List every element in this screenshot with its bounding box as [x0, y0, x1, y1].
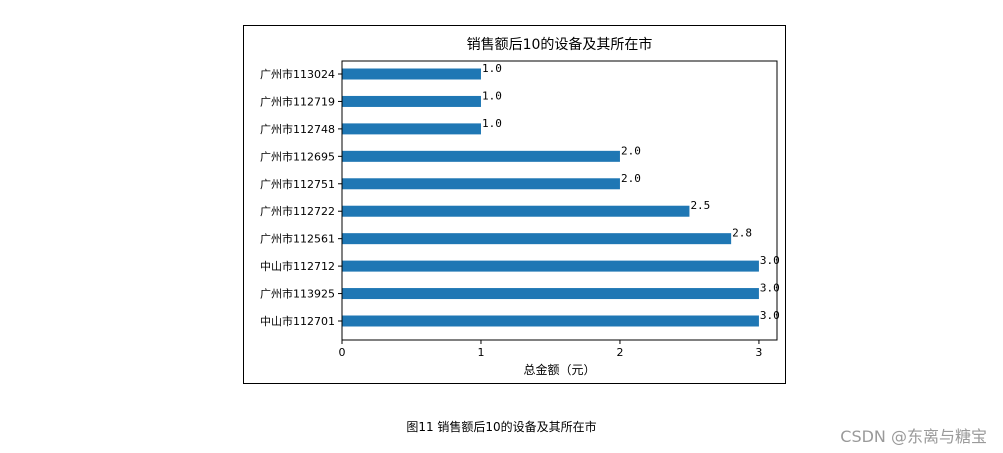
y-tick-label: 中山市112712: [260, 259, 335, 273]
data-label: 1.0: [482, 89, 502, 102]
bar: [342, 95, 481, 107]
data-label: 3.0: [760, 282, 780, 295]
x-tick-label: 3: [755, 346, 762, 359]
bar: [342, 233, 732, 245]
y-tick-label: 广州市112722: [260, 204, 335, 218]
data-label: 1.0: [482, 62, 502, 75]
chart-figure: 销售额后10的设备及其所在市广州市113024 1.0 广州市112719 1.0 广州…: [243, 25, 786, 384]
data-label: 1.0: [482, 117, 502, 130]
y-tick-label: 广州市113925: [260, 287, 335, 301]
bar: [342, 288, 759, 300]
bar: [342, 68, 481, 80]
y-tick-label: 广州市112751: [260, 177, 335, 191]
y-tick-label: 广州市112719: [260, 94, 335, 108]
bar: [342, 205, 690, 217]
data-label: 2.8: [732, 227, 752, 240]
data-label: 3.0: [760, 309, 780, 322]
y-tick-label: 中山市112701: [260, 314, 335, 328]
bar: [342, 150, 620, 162]
x-tick-label: 2: [616, 346, 623, 359]
bar: [342, 123, 481, 135]
y-tick-label: 广州市113024: [260, 67, 335, 81]
y-tick-label: 广州市112748: [260, 122, 335, 136]
watermark: CSDN @东离与糖宝: [840, 427, 987, 446]
x-axis-label: 总金额（元）: [523, 362, 595, 377]
y-tick-label: 广州市112695: [260, 149, 335, 163]
y-tick-label: 广州市112561: [260, 232, 335, 246]
x-tick-label: 0: [339, 346, 346, 359]
x-tick-label: 1: [477, 346, 484, 359]
bar: [342, 315, 759, 327]
data-label: 2.0: [621, 172, 641, 185]
chart-title: 销售额后10的设备及其所在市: [467, 36, 653, 53]
plot-frame: [341, 60, 778, 341]
bar: [342, 260, 759, 272]
data-label: 2.0: [621, 144, 641, 157]
data-label: 3.0: [760, 254, 780, 267]
bar: [342, 178, 620, 190]
data-label: 2.5: [690, 199, 710, 212]
figure-caption: 图11 销售额后10的设备及其所在市: [406, 420, 597, 434]
